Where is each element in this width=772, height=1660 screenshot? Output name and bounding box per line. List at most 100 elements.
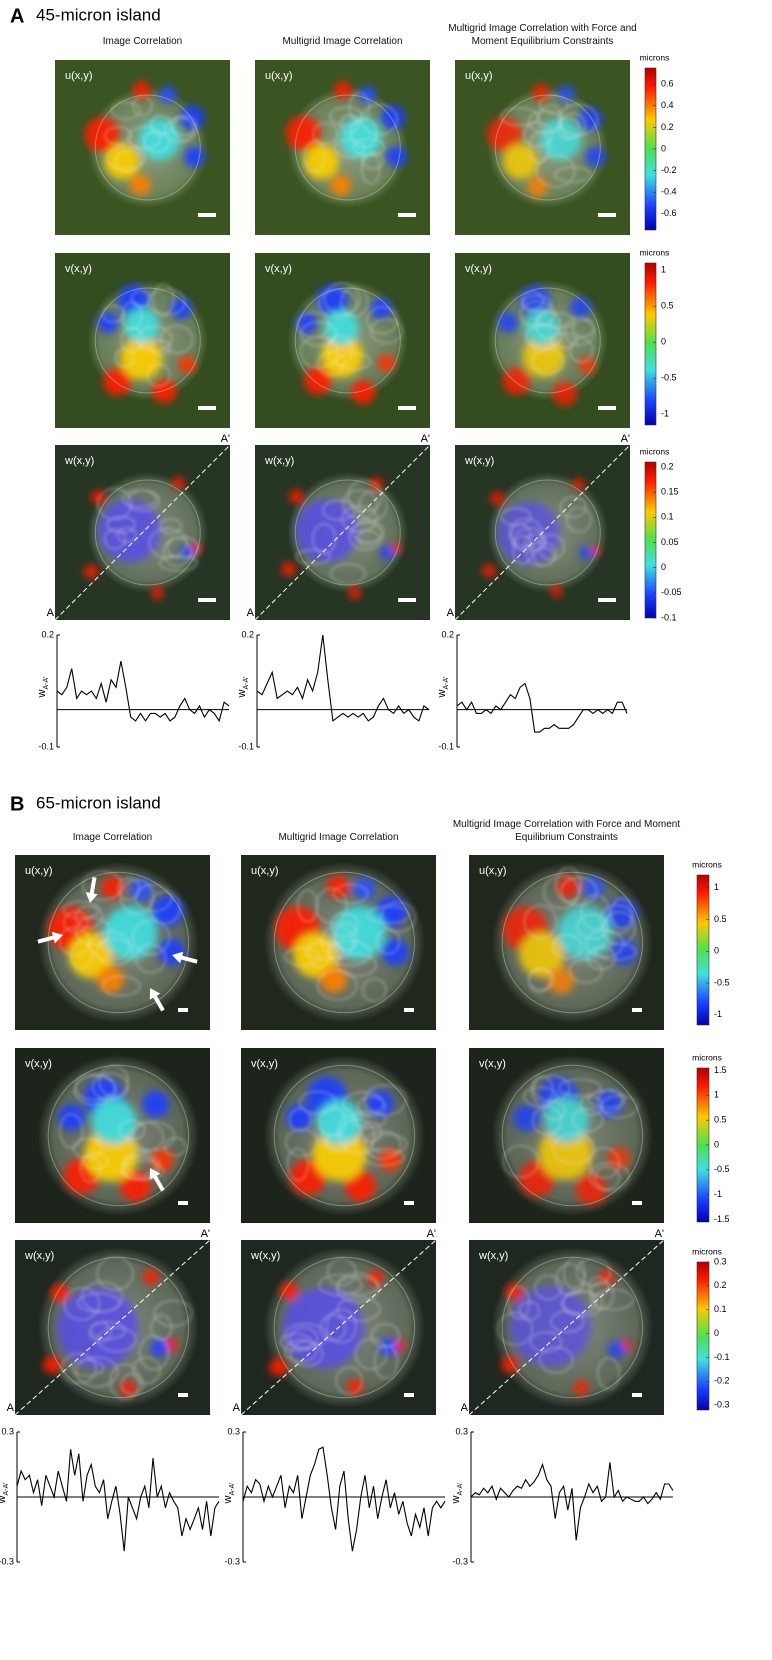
cell [374, 1344, 398, 1380]
row-label: u(x,y) [25, 865, 53, 877]
cell [160, 325, 194, 354]
cell [98, 1065, 129, 1098]
blob [152, 379, 177, 404]
field-image [469, 855, 664, 1030]
row-label: v(x,y) [265, 263, 292, 275]
cell [325, 1133, 349, 1153]
blob [91, 1099, 137, 1145]
blob [334, 81, 352, 100]
blob [289, 489, 304, 504]
colorbar-tick-label: -1.5 [714, 1214, 730, 1224]
blob [500, 1355, 519, 1374]
arrow-head [172, 951, 184, 964]
cell [289, 1340, 323, 1367]
island-edge [294, 94, 401, 201]
cell [327, 335, 353, 366]
blob [607, 1340, 626, 1359]
scale-bar [632, 1393, 642, 1397]
colorbar-tick-label: -0.4 [661, 187, 677, 197]
cell [550, 332, 578, 349]
cell [118, 1120, 145, 1141]
y-tick-label: 0.3 [455, 1426, 468, 1436]
row-label: w(x,y) [478, 1250, 508, 1262]
cell [507, 1286, 530, 1320]
cell [117, 877, 141, 901]
scale-bar [198, 406, 216, 410]
y-tick-label: -0.1 [238, 741, 254, 751]
scale-bar [398, 598, 416, 602]
field-blobs [97, 285, 197, 404]
colorbar [696, 1261, 710, 1411]
cell [366, 306, 399, 335]
field-blobs [275, 875, 409, 994]
arrow-head [51, 931, 63, 944]
profile-line [16, 1449, 220, 1552]
blob [358, 86, 377, 104]
cell-outlines [296, 282, 403, 376]
cell [121, 1373, 144, 1395]
cell [539, 1346, 574, 1374]
cell [362, 152, 384, 170]
arrow-head [85, 892, 98, 903]
y-tick-label: -0.3 [224, 1556, 240, 1566]
blob [143, 1269, 159, 1286]
colorbar-tick-label: -0.05 [661, 587, 682, 597]
arrow [85, 877, 98, 903]
colorbar-tick-label: 0.5 [661, 301, 674, 311]
blob [385, 146, 407, 168]
cell [143, 131, 170, 153]
cell [560, 877, 598, 906]
cell [335, 353, 372, 370]
cell [520, 295, 553, 313]
cell [79, 1155, 101, 1183]
cell [569, 337, 593, 363]
blob [178, 356, 197, 374]
cell [81, 1281, 123, 1313]
blob [281, 562, 296, 577]
line-end-label: A' [421, 433, 430, 445]
blob [550, 585, 563, 598]
cell [526, 323, 562, 350]
blob [158, 938, 185, 966]
blob [347, 1379, 364, 1396]
colorbar-tick-label: -1 [714, 1009, 722, 1019]
cell [600, 1095, 639, 1119]
cell [342, 489, 378, 520]
cell [77, 1292, 120, 1313]
blob [380, 545, 395, 560]
scale-bar [404, 1393, 414, 1397]
colorbar-label: microns [692, 859, 722, 869]
colorbar-tick-label: 0.2 [661, 461, 674, 471]
cell [121, 1151, 161, 1181]
arrow-shaft [180, 955, 198, 964]
column-header: Multigrid Image Correlation with Force a… [448, 23, 637, 47]
colorbar-label: microns [640, 247, 670, 257]
scale-bar [178, 1008, 188, 1012]
cell [97, 487, 132, 520]
blob [103, 906, 158, 960]
cell [362, 978, 387, 1002]
cell-outlines [497, 1258, 634, 1390]
section-line [255, 445, 430, 620]
cell [519, 300, 555, 328]
cell [327, 1258, 357, 1286]
colorbar-label: microns [640, 52, 670, 62]
field-image [241, 855, 436, 1030]
cell [510, 523, 531, 550]
colorbar-tick-label: 1.5 [714, 1065, 727, 1075]
cell [303, 141, 326, 173]
cell [534, 1275, 563, 1300]
y-tick-label: 0.2 [441, 629, 454, 639]
blob [379, 1338, 398, 1357]
island-edge [494, 287, 601, 394]
colorbar-tick-label: 0 [714, 1139, 719, 1149]
row-label: w(x,y) [264, 455, 294, 467]
row-label: v(x,y) [251, 1058, 278, 1070]
cell-outlines [279, 1258, 400, 1395]
colorbar [644, 461, 657, 619]
colorbar-tick-label: 0.3 [714, 1256, 727, 1266]
field-blobs [513, 1077, 630, 1206]
field-blobs [48, 876, 185, 993]
colorbar-tick-label: 0 [661, 143, 666, 153]
